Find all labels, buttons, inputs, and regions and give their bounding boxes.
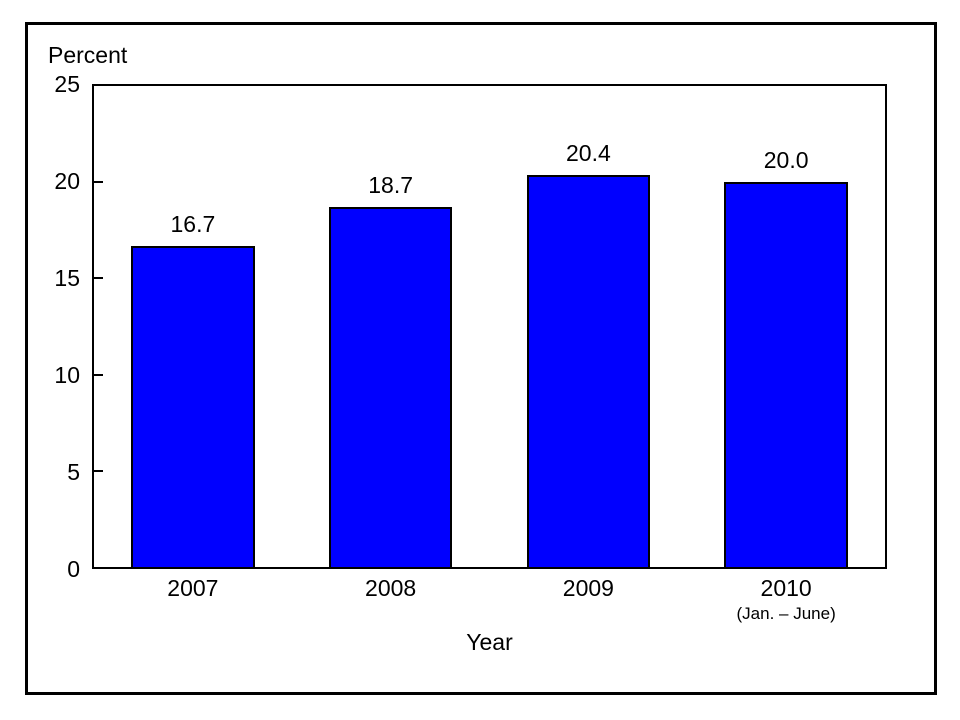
bar-value-label: 18.7 [368, 172, 414, 199]
bar-value-label: 20.4 [565, 139, 611, 166]
bar-2009 [526, 174, 651, 567]
y-tick-label: 25 [54, 71, 80, 97]
bar-value-label: 20.0 [763, 147, 809, 174]
plot-area: 16.7 18.7 20.4 20.0 [92, 84, 887, 569]
y-tick-mark [94, 469, 103, 472]
y-tick-mark [94, 277, 103, 280]
x-tick-label: 2007 [167, 575, 219, 601]
bar-2010 [724, 182, 848, 567]
bar-2008 [328, 207, 453, 567]
y-tick-mark [94, 181, 103, 184]
x-tick-label: 2008 [365, 575, 417, 601]
bar-value-label: 16.7 [170, 210, 216, 237]
y-tick-label: 10 [54, 362, 80, 388]
y-tick-mark [94, 373, 103, 376]
x-axis-title: Year [466, 629, 513, 655]
y-tick-label: 15 [54, 265, 80, 291]
x-tick-label: 2010 [760, 575, 812, 601]
bar-2007 [131, 245, 255, 567]
y-tick-label: 5 [67, 459, 80, 485]
y-tick-label: 20 [54, 168, 80, 194]
x-tick-label: 2009 [562, 575, 614, 601]
y-axis-title: Percent [48, 42, 128, 68]
x-tick-sublabel: (Jan. – June) [736, 604, 836, 623]
y-tick-label: 0 [67, 556, 80, 582]
